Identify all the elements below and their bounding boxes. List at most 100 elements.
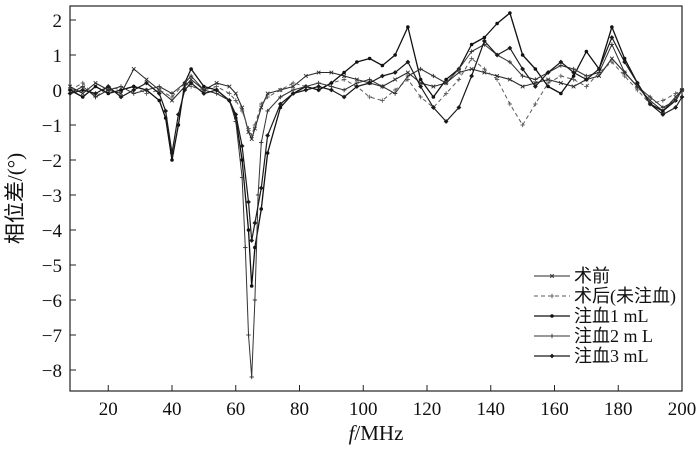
data-point (418, 94, 423, 100)
data-point (249, 136, 254, 142)
data-point (259, 101, 264, 107)
data-point (558, 73, 564, 79)
x-tick-label: 20 (99, 399, 118, 420)
data-point (157, 98, 162, 103)
x-tick-label: 80 (290, 399, 309, 420)
data-point (443, 119, 449, 124)
data-point (673, 98, 678, 103)
data-point (105, 84, 111, 89)
y-tick-label: 1 (53, 46, 63, 67)
data-point (259, 207, 264, 211)
data-point (508, 11, 512, 15)
data-point (456, 105, 462, 110)
data-point (558, 59, 564, 65)
data-point (118, 84, 124, 89)
data-point (673, 105, 679, 110)
data-point (660, 105, 666, 110)
data-point (418, 66, 423, 72)
data-point (144, 80, 149, 86)
data-point (367, 94, 372, 100)
data-point (495, 73, 500, 79)
data-point (131, 66, 136, 72)
series-group (67, 11, 685, 380)
data-point (303, 87, 309, 93)
data-point (227, 84, 232, 89)
data-point (533, 77, 538, 82)
data-point (392, 91, 398, 96)
data-point (265, 108, 270, 114)
data-point (431, 73, 436, 79)
data-point (647, 94, 653, 100)
x-tick-label: 120 (413, 399, 442, 420)
data-point (303, 73, 308, 79)
data-point (163, 108, 169, 114)
series-line (69, 12, 683, 287)
data-point (93, 80, 98, 86)
data-point (558, 80, 563, 86)
data-point (597, 73, 602, 79)
data-point (169, 150, 175, 156)
series-5 (67, 35, 685, 243)
data-point (393, 53, 397, 57)
data-point (341, 77, 347, 82)
data-point (393, 77, 398, 82)
series-3 (68, 11, 684, 288)
data-point (265, 91, 270, 96)
x-axis-title-variable: f (349, 421, 358, 445)
data-point (233, 98, 238, 103)
y-axis-title: 相位差/(°) (3, 153, 27, 244)
axes: 20 40 60 80 100 120 140 160 180 200 2 1 0 −1 −2 −3 −4 −5 −… (3, 5, 696, 445)
data-point (443, 80, 449, 86)
data-point (144, 77, 149, 82)
data-point (277, 101, 283, 107)
data-point (144, 87, 149, 93)
legend-item: 注血3 mL (534, 346, 649, 366)
data-point (246, 199, 251, 205)
data-point (239, 108, 245, 114)
data-point (520, 84, 525, 89)
y-tick-label: −8 (42, 361, 62, 382)
data-point (431, 95, 436, 99)
y-tick-label: −3 (42, 186, 62, 207)
data-point (392, 70, 398, 75)
data-point (533, 67, 538, 71)
data-point (329, 70, 334, 75)
data-point (430, 105, 436, 110)
data-point (584, 84, 589, 89)
data-point (622, 70, 627, 75)
data-point (584, 49, 589, 54)
data-point (481, 38, 487, 44)
data-point (571, 77, 576, 82)
x-tick-label: 140 (477, 399, 506, 420)
data-point (520, 73, 525, 79)
legend-marker (549, 333, 555, 339)
data-point (80, 91, 85, 96)
data-point (170, 158, 174, 162)
data-point (609, 35, 615, 40)
series-line (69, 58, 683, 136)
data-point (469, 73, 475, 79)
data-point (188, 80, 194, 86)
y-tick-label: −1 (42, 116, 62, 137)
y-tick-label: −5 (42, 256, 62, 277)
data-point (80, 87, 86, 93)
data-point (249, 133, 254, 138)
data-point (610, 25, 614, 29)
legend-marker (549, 273, 555, 279)
data-point (118, 94, 124, 100)
data-point (456, 77, 462, 82)
data-point (469, 56, 474, 61)
data-point (520, 53, 525, 57)
data-point (507, 77, 512, 82)
data-point (456, 66, 462, 72)
data-point (341, 87, 347, 93)
data-point (494, 77, 500, 82)
data-point (367, 80, 373, 86)
data-point (609, 56, 614, 61)
data-point (118, 91, 124, 96)
data-point (233, 91, 238, 96)
data-point (559, 91, 563, 96)
data-point (169, 98, 175, 103)
